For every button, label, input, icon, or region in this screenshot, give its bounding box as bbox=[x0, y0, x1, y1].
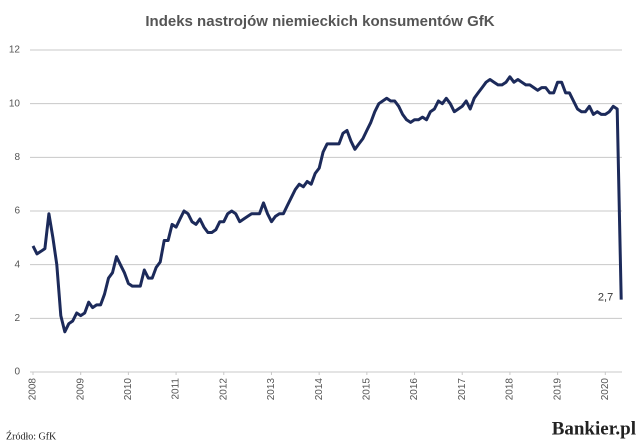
y-tick-label: 12 bbox=[9, 45, 21, 56]
x-tick-label: 2008 bbox=[28, 378, 39, 401]
line-series bbox=[31, 75, 623, 334]
x-tick-label: 2010 bbox=[123, 378, 134, 401]
x-tick-label: 2017 bbox=[457, 378, 468, 401]
chart-title: Indeks nastrojów niemieckich konsumentów… bbox=[145, 13, 494, 30]
x-tick-label: 2018 bbox=[505, 378, 516, 401]
y-tick-label: 6 bbox=[14, 206, 20, 217]
y-tick-label: 0 bbox=[14, 367, 20, 378]
x-tick-label: 2013 bbox=[266, 378, 277, 401]
data-label: 2,7 bbox=[598, 291, 613, 303]
x-tick-label: 2009 bbox=[75, 378, 86, 401]
y-tick-label: 8 bbox=[14, 152, 20, 163]
y-tick-label: 4 bbox=[14, 259, 20, 270]
source: Źródło: GfK bbox=[6, 430, 57, 442]
y-tick-label: 10 bbox=[9, 98, 21, 109]
x-tick-label: 2016 bbox=[409, 378, 420, 401]
x-tick-label: 2011 bbox=[171, 378, 182, 400]
x-tick-label: 2014 bbox=[314, 378, 325, 401]
brand-logo: Bankier.pl bbox=[552, 418, 636, 439]
y-tick-label: 2 bbox=[14, 313, 20, 324]
x-tick-label: 2015 bbox=[361, 378, 372, 401]
x-tick-label: 2019 bbox=[552, 378, 563, 401]
x-tick-label: 2020 bbox=[600, 378, 611, 401]
x-tick-label: 2012 bbox=[218, 378, 229, 401]
